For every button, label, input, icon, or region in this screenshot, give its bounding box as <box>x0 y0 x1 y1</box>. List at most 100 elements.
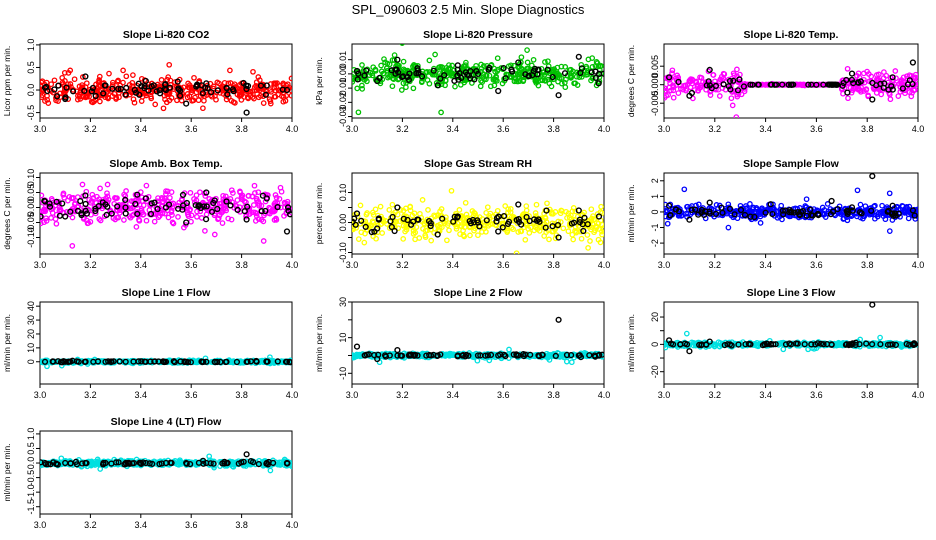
data-point <box>532 210 539 216</box>
reference-point <box>575 53 582 60</box>
reference-point <box>78 210 85 217</box>
panel-title: Slope Amb. Box Temp. <box>109 158 222 170</box>
data-point <box>106 86 112 93</box>
data-point <box>912 86 918 93</box>
reference-point <box>82 358 89 365</box>
reference-point <box>391 227 398 235</box>
data-point <box>418 79 425 86</box>
reference-point <box>820 81 827 88</box>
reference-point <box>809 212 816 219</box>
data-point <box>565 228 572 235</box>
data-point <box>121 217 127 223</box>
data-point <box>188 87 195 94</box>
data-point <box>683 210 690 217</box>
y-tick-label: 0.0 <box>26 84 36 97</box>
reference-point <box>749 81 756 88</box>
data-point <box>381 70 387 77</box>
data-point <box>460 214 467 221</box>
reference-point <box>208 89 215 96</box>
data-point <box>734 93 741 100</box>
y-tick-label: 40 <box>26 301 36 311</box>
y-tick-label: 0.0 <box>26 457 36 470</box>
x-tick-label: 3.2 <box>84 260 97 270</box>
data-point <box>151 218 158 225</box>
y-tick-label: 0.10 <box>338 184 348 202</box>
data-point <box>871 203 877 210</box>
reference-point <box>387 218 394 225</box>
y-tick-label: 20 <box>650 312 660 322</box>
data-point <box>803 196 810 203</box>
x-tick-label: 3.6 <box>810 124 823 134</box>
data-point <box>728 95 735 102</box>
data-point <box>913 81 918 88</box>
plot-frame <box>351 301 605 385</box>
scatter-points <box>664 173 918 234</box>
data-point <box>185 84 192 91</box>
reference-point <box>476 223 483 230</box>
y-tick-label: -0.02 <box>338 92 348 113</box>
y-tick-label: -1.5 <box>26 499 36 515</box>
data-point <box>858 37 862 41</box>
data-point <box>202 228 208 234</box>
data-point <box>381 56 387 62</box>
reference-point <box>805 81 812 88</box>
x-tick-label: 3.8 <box>861 390 874 400</box>
data-point <box>192 94 198 101</box>
data-point <box>549 228 555 235</box>
x-tick-label: 3.2 <box>709 390 722 400</box>
reference-point <box>549 73 556 81</box>
data-point <box>274 80 280 86</box>
reference-point <box>183 100 190 107</box>
reference-point <box>46 200 53 207</box>
data-point <box>821 211 828 217</box>
y-tick-label: -0.10 <box>26 227 36 248</box>
data-point <box>372 206 379 213</box>
data-point <box>148 95 155 102</box>
reference-point <box>581 214 588 221</box>
reference-point <box>51 86 58 93</box>
data-point <box>757 220 764 226</box>
reference-point <box>133 89 140 96</box>
data-point <box>272 192 279 198</box>
reference-point <box>375 215 382 222</box>
x-tick-label: 3.4 <box>759 390 772 400</box>
data-point <box>282 275 286 279</box>
x-tick-label: 3.2 <box>84 520 97 530</box>
panel-title: Slope Line 2 Flow <box>434 287 524 299</box>
data-point <box>360 218 367 224</box>
reference-point <box>69 88 77 95</box>
data-point <box>75 93 81 99</box>
data-point <box>562 84 569 91</box>
x-tick-label: 3.8 <box>547 260 560 270</box>
panel-3: Slope Li-820 Temp.3.0 3.2 3.4 3.6 3.8 4.0-0.0… <box>626 29 924 134</box>
reference-point <box>544 66 551 73</box>
reference-point <box>691 206 699 213</box>
reference-point <box>820 341 827 348</box>
scatter-points <box>664 302 918 355</box>
data-point <box>487 221 493 228</box>
data-point <box>273 194 280 201</box>
reference-point <box>358 217 365 224</box>
data-point <box>352 353 357 360</box>
data-point <box>585 56 592 63</box>
data-point <box>105 95 112 102</box>
data-point <box>476 257 480 261</box>
reference-point <box>911 212 918 219</box>
x-tick-label: 4.0 <box>286 260 299 270</box>
reference-point <box>737 206 745 214</box>
data-point <box>40 358 46 365</box>
data-point <box>79 74 86 80</box>
reference-point <box>510 351 517 358</box>
reference-point <box>779 81 786 88</box>
reference-point <box>683 341 691 348</box>
reference-point <box>134 210 141 218</box>
data-point <box>682 82 689 89</box>
data-point <box>164 188 171 195</box>
reference-point <box>686 348 693 355</box>
panel-title: Slope Li-820 Temp. <box>744 29 839 41</box>
reference-point <box>141 358 148 365</box>
reference-point <box>595 80 602 87</box>
x-tick-label: 3.0 <box>346 124 359 134</box>
data-point <box>413 224 420 230</box>
data-point <box>400 207 407 214</box>
